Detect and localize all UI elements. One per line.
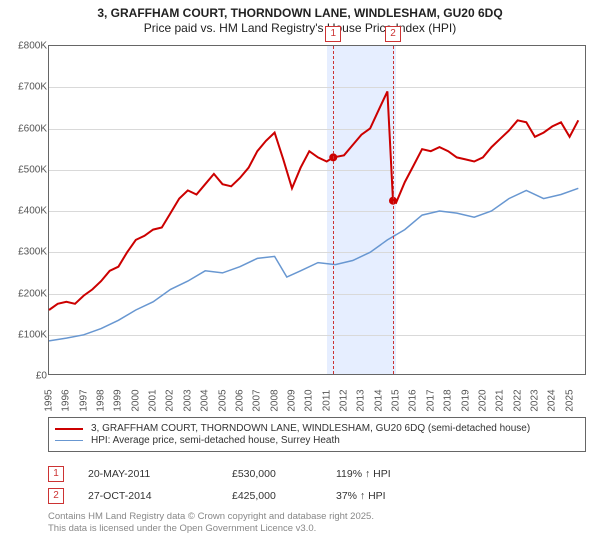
x-tick-label: 2009 — [286, 389, 297, 411]
x-tick-label: 2004 — [200, 389, 211, 411]
legend-swatch — [55, 428, 83, 430]
x-tick-label: 2020 — [477, 389, 488, 411]
x-tick-label: 2003 — [182, 389, 193, 411]
chart-wrap: £0 £100K £200K £300K £400K £500K £600K £700K £80… — [8, 39, 592, 409]
sale-row-hpi: 37% ↑ HPI — [336, 490, 586, 502]
sale-vline — [333, 46, 334, 374]
sale-vline — [393, 46, 394, 374]
sale-row-date: 27-OCT-2014 — [88, 490, 208, 502]
x-tick-label: 2012 — [339, 389, 350, 411]
sale-row-marker: 1 — [48, 466, 64, 482]
x-tick-label: 2017 — [425, 389, 436, 411]
sale-row: 1 20-MAY-2011 £530,000 119% ↑ HPI — [48, 463, 586, 485]
footer-line1: Contains HM Land Registry data © Crown c… — [48, 511, 586, 523]
sale-marker-1: 1 — [325, 26, 341, 42]
sale-row-price: £425,000 — [232, 490, 312, 502]
x-tick-label: 2013 — [356, 389, 367, 411]
x-tick-label: 2005 — [217, 389, 228, 411]
legend-label: 3, GRAFFHAM COURT, THORNDOWN LANE, WINDL… — [91, 423, 530, 434]
x-tick-label: 2023 — [529, 389, 540, 411]
x-tick-label: 2015 — [391, 389, 402, 411]
legend-row: HPI: Average price, semi-detached house,… — [55, 435, 579, 446]
x-tick-label: 2008 — [269, 389, 280, 411]
x-tick-label: 2000 — [130, 389, 141, 411]
footer-line2: This data is licensed under the Open Gov… — [48, 523, 586, 535]
x-tick-label: 1996 — [61, 389, 72, 411]
x-tick-label: 1995 — [44, 389, 55, 411]
sale-row-date: 20-MAY-2011 — [88, 468, 208, 480]
series-hpi — [49, 188, 578, 341]
sale-row: 2 27-OCT-2014 £425,000 37% ↑ HPI — [48, 485, 586, 507]
x-tick-label: 1999 — [113, 389, 124, 411]
plot-area: £0£100K£200K£300K£400K£500K£600K£700K£80… — [48, 45, 586, 375]
x-tick-label: 2002 — [165, 389, 176, 411]
chart-title-block: 3, GRAFFHAM COURT, THORNDOWN LANE, WINDL… — [8, 6, 592, 35]
legend-swatch — [55, 440, 83, 441]
x-tick-label: 2019 — [460, 389, 471, 411]
chart-title-line1: 3, GRAFFHAM COURT, THORNDOWN LANE, WINDL… — [8, 6, 592, 20]
x-tick-label: 2024 — [547, 389, 558, 411]
x-tick-label: 2025 — [564, 389, 575, 411]
y-tick-label: £600K — [9, 123, 47, 134]
footer-attribution: Contains HM Land Registry data © Crown c… — [48, 511, 586, 535]
y-tick-label: £200K — [9, 288, 47, 299]
sale-row-hpi: 119% ↑ HPI — [336, 468, 586, 480]
y-tick-label: £100K — [9, 329, 47, 340]
x-tick-label: 2006 — [234, 389, 245, 411]
series-svg — [49, 46, 585, 374]
y-tick-label: £300K — [9, 247, 47, 258]
x-tick-label: 1998 — [96, 389, 107, 411]
sales-table: 1 20-MAY-2011 £530,000 119% ↑ HPI 2 27-OCT-20… — [48, 463, 586, 507]
sale-row-price: £530,000 — [232, 468, 312, 480]
x-tick-label: 2007 — [252, 389, 263, 411]
series-property — [49, 91, 578, 310]
y-tick-label: £0 — [9, 371, 47, 382]
legend-row: 3, GRAFFHAM COURT, THORNDOWN LANE, WINDL… — [55, 423, 579, 434]
x-tick-label: 2011 — [321, 390, 332, 412]
sale-marker-2: 2 — [385, 26, 401, 42]
chart-title-line2: Price paid vs. HM Land Registry's House … — [8, 21, 592, 35]
x-tick-label: 1997 — [78, 389, 89, 411]
legend-label: HPI: Average price, semi-detached house,… — [91, 435, 340, 446]
y-tick-label: £500K — [9, 164, 47, 175]
x-tick-label: 2016 — [408, 389, 419, 411]
y-tick-label: £700K — [9, 82, 47, 93]
x-tick-label: 2001 — [148, 389, 159, 411]
x-tick-label: 2018 — [443, 389, 454, 411]
x-tick-label: 2022 — [512, 389, 523, 411]
sale-row-marker: 2 — [48, 488, 64, 504]
x-tick-label: 2021 — [495, 389, 506, 411]
legend-box: 3, GRAFFHAM COURT, THORNDOWN LANE, WINDL… — [48, 417, 586, 452]
y-tick-label: £400K — [9, 206, 47, 217]
y-tick-label: £800K — [9, 41, 47, 52]
x-tick-label: 2010 — [304, 389, 315, 411]
x-tick-label: 2014 — [373, 389, 384, 411]
